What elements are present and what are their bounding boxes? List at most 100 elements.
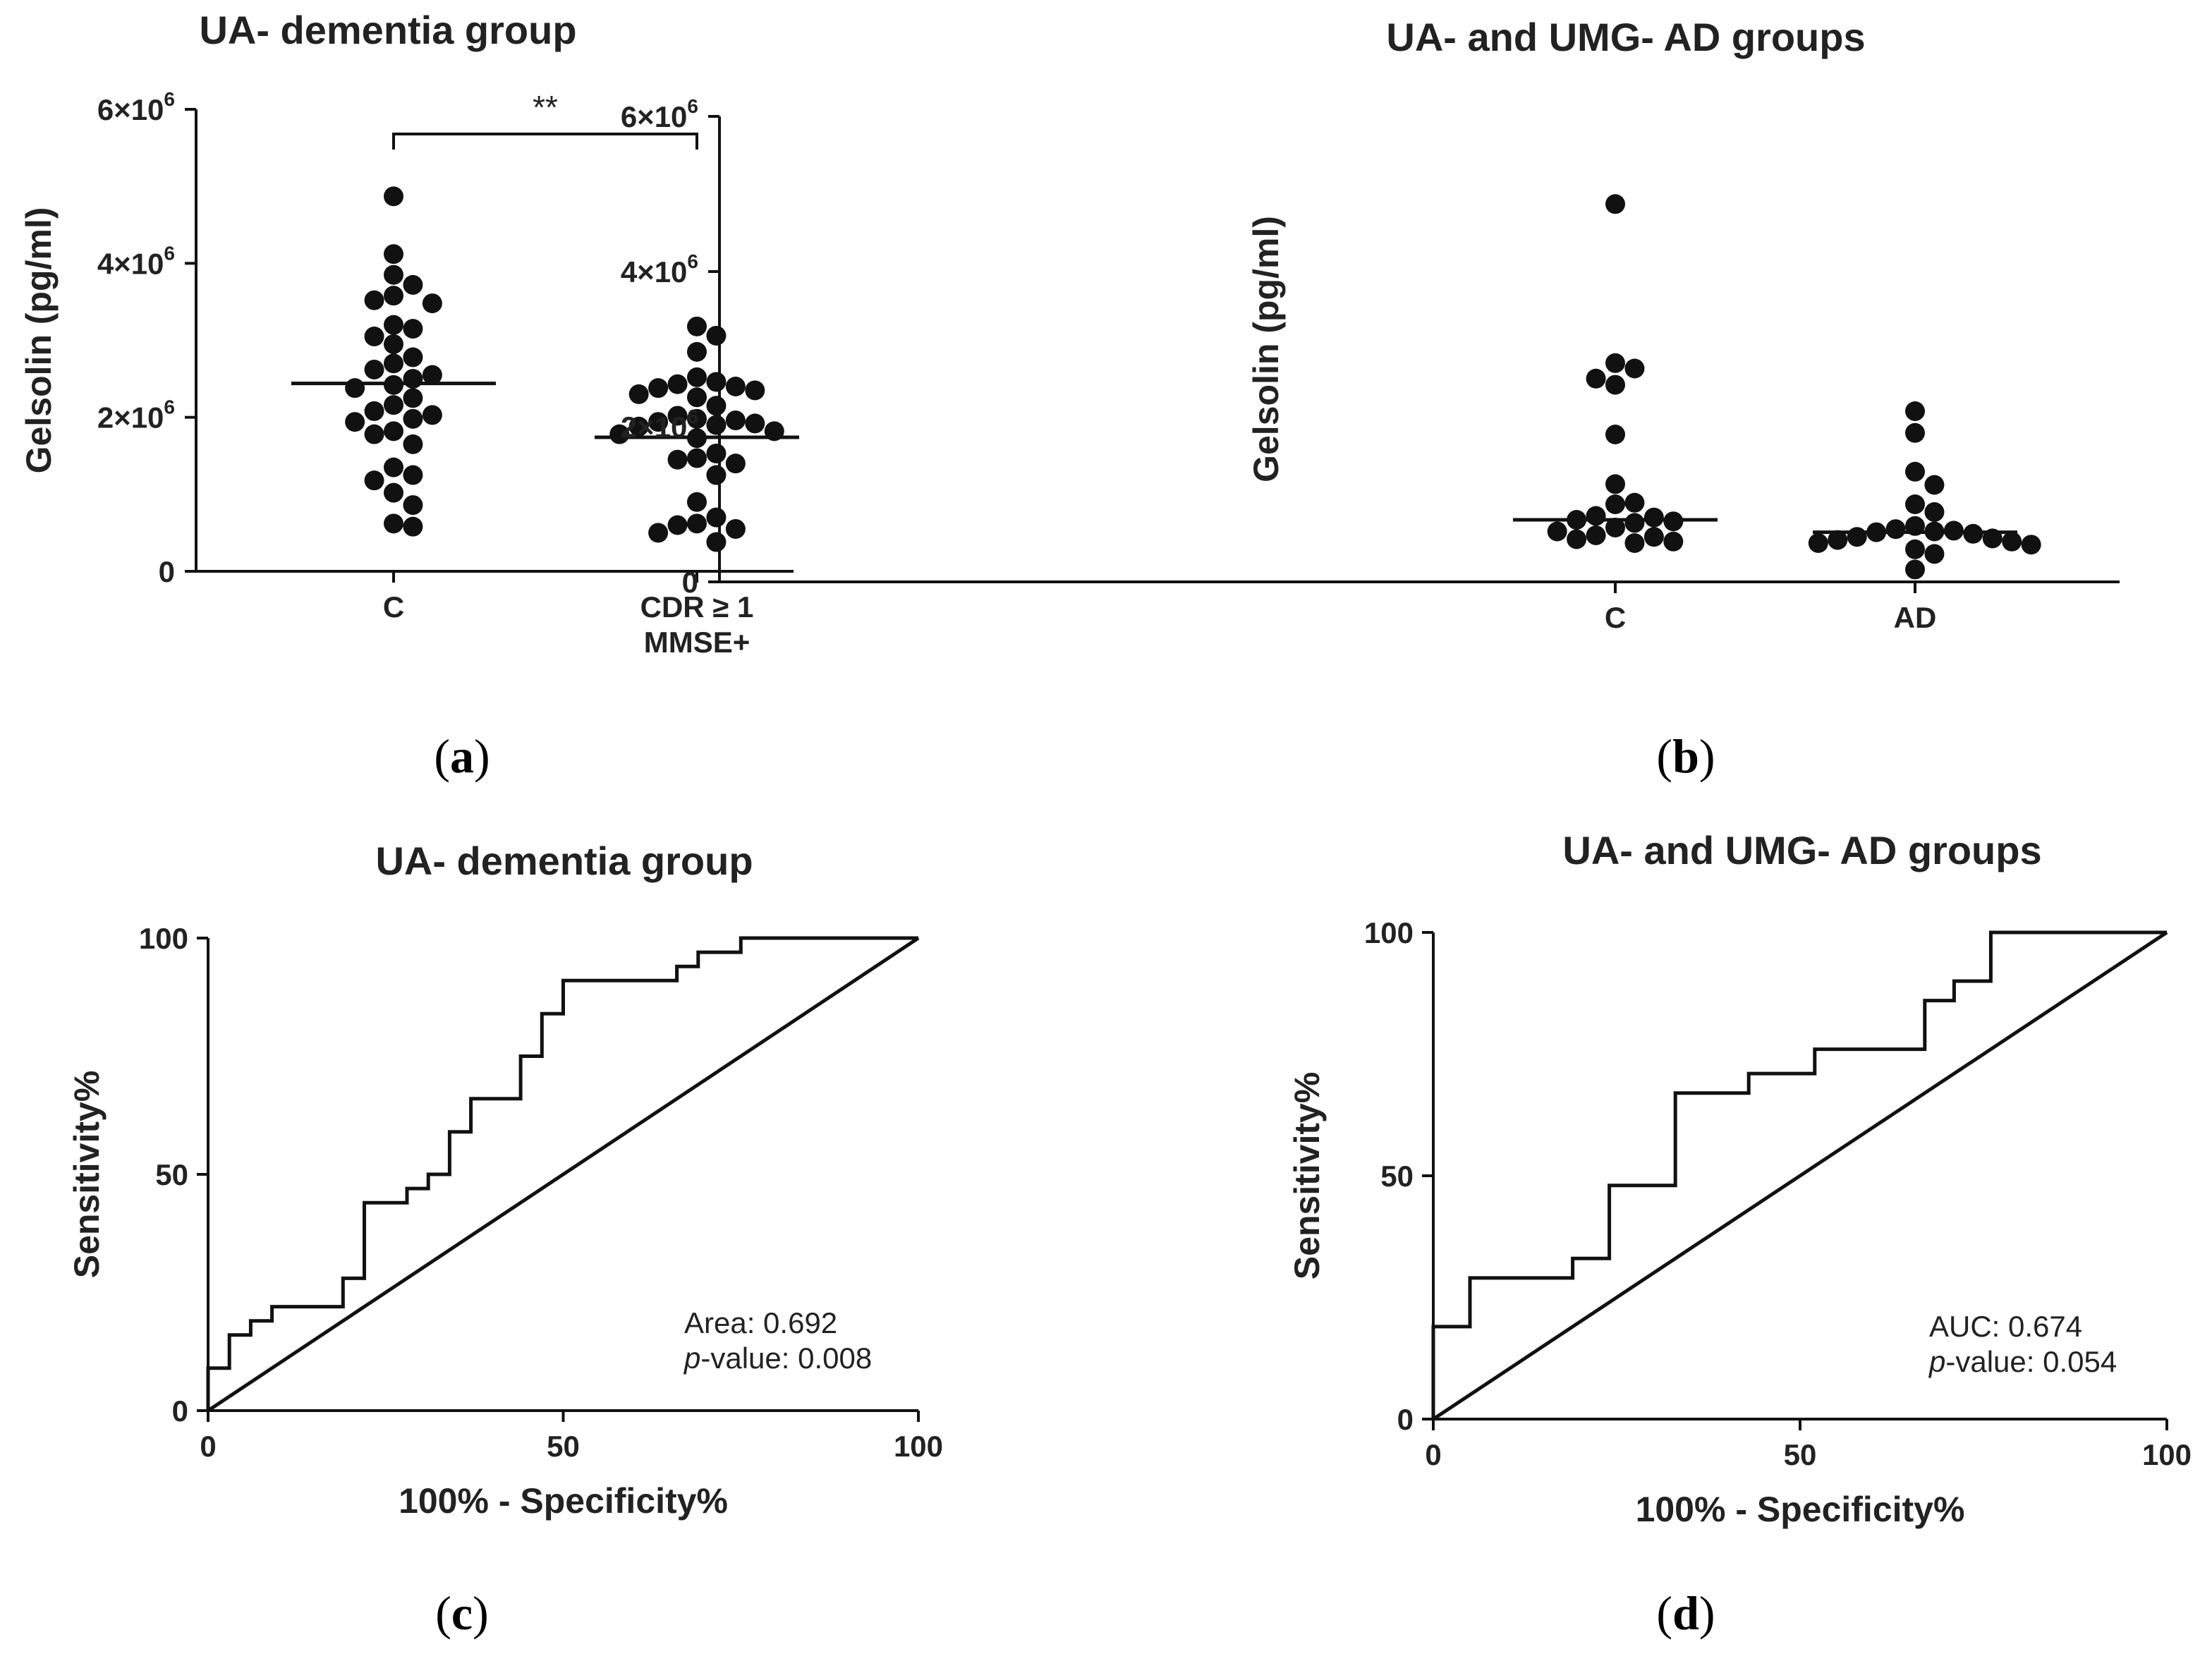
data-point (667, 449, 688, 470)
data-point (1605, 353, 1625, 373)
chart-title: UA- dementia group (375, 839, 753, 883)
caption-letter: a (450, 729, 474, 783)
panel-c: UA- dementia group 0 50 100 0 50 100 100% - Spe… (67, 839, 943, 1640)
annotation-part: -value: 0.008 (700, 1342, 872, 1375)
roc-curve (1431, 930, 2167, 1419)
reference-line (1432, 930, 2168, 1421)
data-point (2021, 535, 2041, 555)
caption-paren: ( (1656, 1586, 1672, 1640)
data-point (725, 518, 746, 539)
data-point (687, 408, 707, 429)
panel-caption: (c) (435, 1586, 489, 1640)
roc-curve (206, 936, 918, 1411)
data-point (706, 507, 727, 528)
data-point (648, 412, 669, 432)
data-point (403, 516, 423, 537)
data-point (1605, 474, 1625, 494)
data-point (1605, 518, 1625, 537)
data-point (384, 286, 403, 306)
panel-caption: (b) (1656, 729, 1715, 783)
x-tick-label: C (1605, 601, 1626, 634)
data-point (364, 470, 384, 491)
data-point (1924, 502, 1945, 522)
y-tick-label: 2×106 (97, 396, 175, 434)
data-point (1905, 559, 1925, 580)
x-tick-label: CDR ≥ 1 (640, 590, 754, 623)
panel-b: UA- and UMG- AD groups02×1064×1066×106Ge… (621, 15, 2120, 783)
data-point (609, 424, 630, 444)
panel-d: UA- and UMG- AD groups 0 50 100 0 50 100 100% -… (1287, 828, 2192, 1640)
data-point (687, 448, 707, 468)
data-point (1924, 475, 1945, 495)
data-point (364, 359, 384, 379)
x-tick-label: 0 (200, 1430, 216, 1463)
significance-label: ** (533, 89, 558, 126)
caption-paren: ) (1699, 1586, 1715, 1640)
data-point (1663, 531, 1684, 552)
data-point (364, 327, 384, 347)
y-tick-label: 4×106 (97, 242, 175, 280)
data-point (1847, 527, 1867, 547)
y-axis-label: Sensitivity% (1287, 1072, 1327, 1280)
data-point (687, 387, 707, 408)
annotation-part: Area: 0.692 (684, 1306, 837, 1339)
y-tick-exponent: 6 (164, 396, 175, 418)
y-tick-label: 100 (139, 922, 188, 955)
data-point (403, 495, 423, 516)
y-tick-base: 0 (682, 566, 698, 599)
data-point (345, 378, 365, 399)
panel-caption: (a) (434, 729, 490, 783)
y-tick-base: 0 (159, 555, 175, 588)
x-tick-label: 100 (2142, 1438, 2192, 1471)
y-tick-label: 6×106 (621, 95, 698, 133)
data-point (1586, 368, 1606, 389)
data-point (745, 413, 765, 434)
caption-letter: d (1672, 1586, 1699, 1640)
data-point (706, 396, 727, 416)
data-point (706, 372, 727, 392)
data-point (403, 369, 423, 389)
x-tick-label: 50 (547, 1430, 580, 1463)
caption-paren: ( (435, 1586, 451, 1640)
x-tick-label: 50 (1784, 1438, 1817, 1471)
caption-letter: b (1672, 729, 1699, 783)
data-point (1567, 529, 1587, 549)
y-tick-label: 4×106 (621, 250, 698, 288)
data-point (1547, 521, 1567, 542)
data-point (384, 186, 403, 207)
data-point (1905, 461, 1925, 482)
data-point (364, 290, 384, 310)
chart-title: UA- and UMG- AD groups (1562, 828, 2041, 872)
x-axis-label: 100% - Specificity% (1636, 1490, 1965, 1529)
data-point (687, 513, 707, 534)
data-point (1643, 507, 1664, 528)
data-point (384, 421, 403, 442)
data-point (403, 347, 423, 367)
data-point (1624, 492, 1645, 513)
data-point (422, 405, 442, 425)
data-point (1924, 544, 1945, 564)
data-point (384, 353, 403, 374)
x-tick-label: MMSE+ (644, 626, 750, 659)
y-axis-label: Gelsolin (pg/ml) (1246, 216, 1286, 482)
data-point (725, 377, 746, 396)
data-point (628, 416, 649, 437)
y-tick-label: 0 (682, 566, 698, 599)
data-point (384, 334, 403, 354)
data-point (706, 532, 727, 552)
data-point (1605, 194, 1625, 214)
y-tick-label: 100 (1364, 916, 1414, 949)
data-point (725, 454, 746, 474)
caption-paren: ) (1699, 729, 1715, 783)
caption-paren: ( (434, 729, 450, 783)
y-axis-label: Sensitivity% (67, 1071, 107, 1279)
data-point (403, 274, 423, 295)
caption-letter: c (451, 1586, 473, 1640)
y-tick-base: 4×10 (97, 247, 164, 280)
data-point (648, 378, 669, 399)
data-point (667, 406, 688, 426)
data-point (345, 412, 365, 432)
data-point (1643, 527, 1664, 547)
y-tick-label: 0 (159, 555, 175, 588)
